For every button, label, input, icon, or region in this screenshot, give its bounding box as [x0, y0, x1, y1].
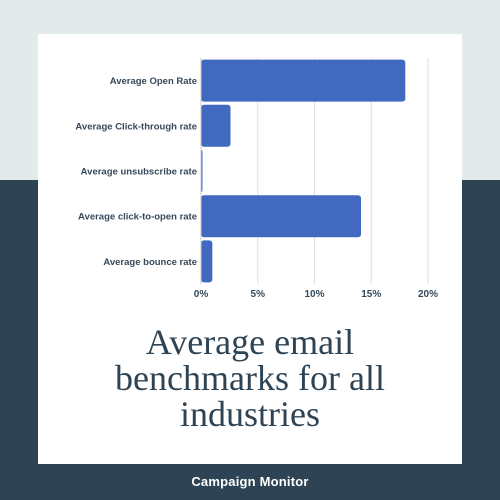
x-tick-label: 5%: [251, 289, 266, 300]
category-label: Average Open Rate: [110, 76, 197, 87]
title-line-1: Average email: [145, 322, 355, 362]
category-label: Average bounce rate: [103, 257, 197, 268]
x-tick-label: 20%: [418, 289, 438, 300]
bar-average-click-through-rate: [201, 104, 231, 147]
category-label: Average Click-through rate: [75, 121, 197, 132]
title-line-3: industries: [180, 394, 320, 434]
category-label: Average click-to-open rate: [78, 212, 197, 223]
bar-average-open-rate: [201, 59, 406, 102]
bar-average-click-to-open-rate: [201, 195, 362, 238]
bar-chart: Average Open Rate Average Click-through r…: [75, 58, 438, 300]
title-line-2: benchmarks for all: [115, 358, 385, 398]
bar-average-bounce-rate: [201, 240, 213, 283]
category-label: Average unsubscribe rate: [81, 167, 197, 178]
chart-card: Average Open Rate Average Click-through r…: [38, 34, 462, 464]
chart-title: Average email benchmarks for all industr…: [38, 324, 462, 432]
x-tick-label: 15%: [361, 289, 381, 300]
brand-footer: Campaign Monitor: [191, 474, 309, 489]
x-tick-label: 0%: [194, 289, 209, 300]
x-tick-label: 10%: [304, 289, 324, 300]
